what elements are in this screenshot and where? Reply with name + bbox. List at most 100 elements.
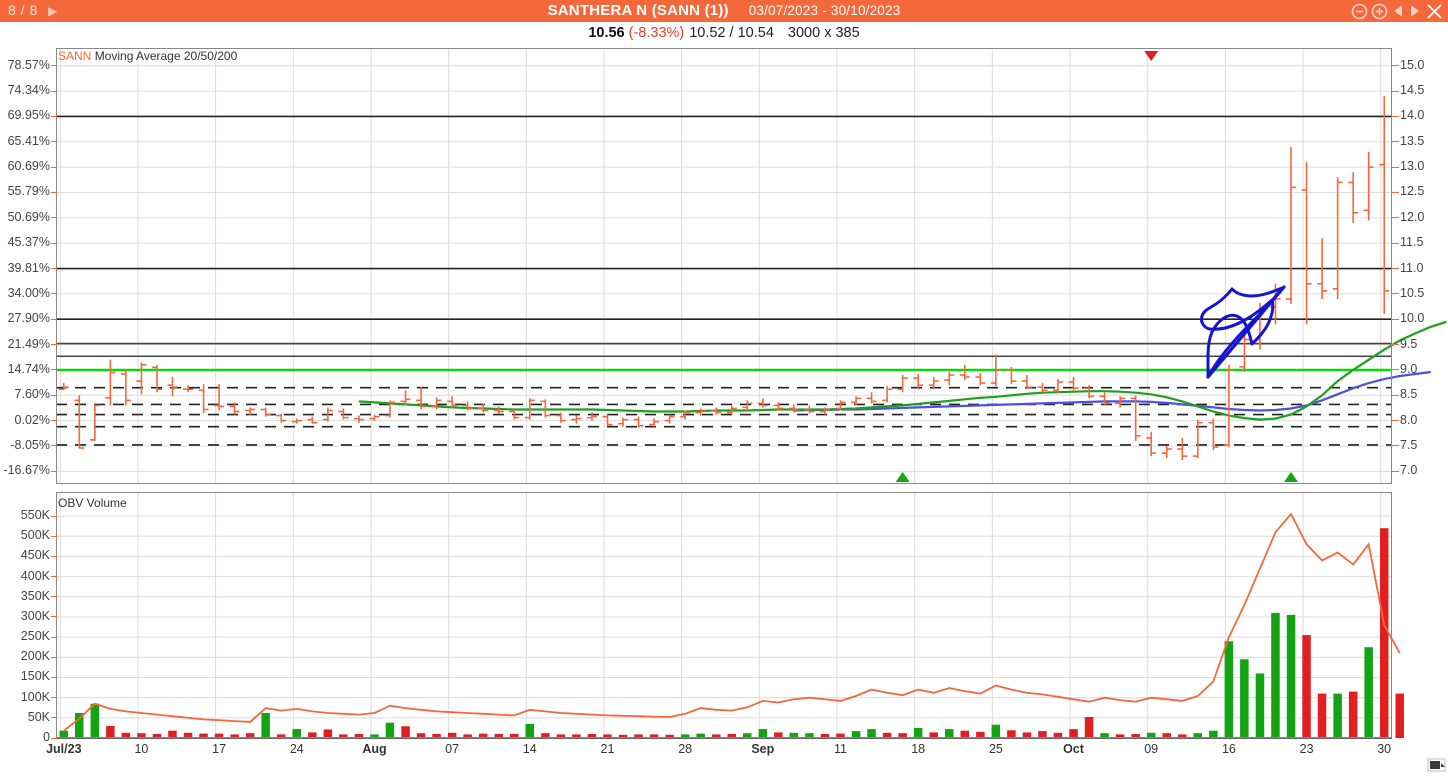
ohlc-bar[interactable] [431, 397, 442, 410]
ohlc-bar[interactable] [245, 407, 256, 416]
ohlc-bar[interactable] [1115, 396, 1126, 408]
ohlc-bar[interactable] [695, 408, 706, 416]
volume-bar[interactable] [1395, 693, 1405, 738]
volume-bar[interactable] [416, 733, 426, 738]
ohlc-bar[interactable] [602, 414, 613, 426]
volume-bar[interactable] [106, 725, 115, 738]
ohlc-bar[interactable] [944, 371, 955, 386]
ohlc-bar[interactable] [307, 416, 318, 424]
ohlc-bar[interactable] [618, 417, 629, 427]
volume-bar[interactable] [1380, 528, 1389, 738]
volume-bar[interactable] [1100, 733, 1109, 738]
ohlc-bar[interactable] [291, 418, 302, 424]
volume-bar[interactable] [541, 733, 550, 738]
ohlc-bar[interactable] [633, 416, 644, 428]
ohlc-bar[interactable] [649, 418, 660, 427]
ohlc-bar[interactable] [1348, 172, 1359, 223]
volume-bar[interactable] [805, 733, 814, 738]
ohlc-bar[interactable] [493, 406, 504, 414]
volume-bar[interactable] [649, 734, 659, 738]
ohlc-bar[interactable] [151, 364, 162, 393]
ohlc-bar[interactable] [136, 362, 147, 395]
ohlc-bar[interactable] [540, 399, 551, 418]
ohlc-bar[interactable] [897, 375, 908, 393]
volume-bar[interactable] [494, 734, 504, 738]
volume-bar[interactable] [1209, 730, 1218, 738]
ohlc-bar[interactable] [1301, 162, 1312, 325]
volume-bar[interactable] [308, 732, 317, 738]
volume-bar[interactable] [90, 703, 100, 738]
ohlc-bar[interactable] [183, 385, 194, 393]
price-chart-canvas[interactable] [0, 44, 1448, 490]
ohlc-bar[interactable] [478, 403, 489, 413]
volume-bar[interactable] [1364, 647, 1373, 738]
ohlc-bar[interactable] [586, 412, 597, 421]
volume-bar[interactable] [913, 727, 923, 738]
volume-bar[interactable] [1333, 693, 1342, 738]
volume-bar[interactable] [292, 729, 302, 738]
volume-chart-panel[interactable]: OBV Volume 550K 500K 450K 400K 350K 300K 250K 2… [0, 492, 1448, 750]
ohlc-bar[interactable] [1068, 377, 1079, 391]
volume-bar[interactable] [743, 733, 752, 738]
ohlc-bar[interactable] [167, 377, 178, 397]
ohlc-bar[interactable] [928, 377, 939, 390]
prev-icon[interactable] [1391, 3, 1405, 19]
volume-bar[interactable] [712, 734, 721, 738]
ohlc-bar[interactable] [1084, 385, 1095, 399]
volume-bar[interactable] [261, 713, 270, 738]
ohlc-bar[interactable] [804, 405, 815, 414]
ohlc-bar[interactable] [229, 402, 240, 415]
ohlc-bar[interactable] [1146, 431, 1157, 457]
ohlc-bar[interactable] [1223, 364, 1234, 447]
ohlc-bar[interactable] [400, 390, 411, 406]
volume-bar[interactable] [277, 734, 286, 738]
price-chart-panel[interactable]: SANN Moving Average 20/50/200 78.57% 74.3… [0, 44, 1448, 490]
volume-bar[interactable] [478, 733, 488, 738]
volume-bar[interactable] [774, 732, 783, 738]
volume-bar[interactable] [214, 733, 224, 738]
volume-bar[interactable] [836, 733, 845, 738]
ohlc-bar[interactable] [1021, 375, 1032, 390]
volume-bar[interactable] [618, 734, 628, 738]
ohlc-bar[interactable] [1006, 366, 1017, 385]
ohlc-bar[interactable] [58, 383, 69, 391]
volume-bar[interactable] [1317, 693, 1327, 738]
volume-bar[interactable] [1038, 731, 1047, 738]
volume-chart-canvas[interactable] [0, 492, 1448, 750]
volume-bar[interactable] [463, 734, 472, 738]
ohlc-bar[interactable] [260, 407, 271, 417]
volume-bar[interactable] [882, 732, 892, 738]
volume-bar[interactable] [59, 730, 69, 738]
volume-bar[interactable] [168, 730, 177, 738]
ohlc-bar[interactable] [680, 410, 691, 420]
volume-bar[interactable] [587, 734, 597, 738]
volume-bar[interactable] [1193, 733, 1203, 738]
volume-bar[interactable] [789, 732, 799, 738]
ohlc-bar[interactable] [742, 400, 753, 411]
volume-bar[interactable] [432, 734, 441, 738]
volume-bar[interactable] [1240, 659, 1249, 738]
zoom-out-icon[interactable] [1351, 3, 1368, 20]
ohlc-bar[interactable] [353, 415, 364, 423]
page-indicator[interactable]: 8 / 8 ▶ [8, 2, 58, 18]
volume-bar[interactable] [339, 734, 348, 738]
ohlc-bar[interactable] [959, 364, 970, 381]
ohlc-bar[interactable] [711, 407, 722, 415]
ohlc-bar[interactable] [664, 414, 675, 424]
close-icon[interactable] [1425, 2, 1444, 21]
ohlc-bar[interactable] [369, 414, 380, 421]
ohlc-bar[interactable] [1379, 96, 1390, 315]
volume-bar[interactable] [121, 732, 131, 738]
ohlc-bar[interactable] [757, 398, 768, 408]
volume-bar[interactable] [1178, 734, 1187, 738]
ohlc-bar[interactable] [509, 409, 520, 420]
volume-bar[interactable] [1302, 635, 1311, 738]
volume-bar[interactable] [447, 732, 457, 738]
volume-bar[interactable] [976, 731, 985, 738]
volume-bar[interactable] [1053, 732, 1063, 738]
volume-bar[interactable] [1022, 732, 1032, 738]
volume-bar[interactable] [1286, 614, 1296, 738]
ohlc-bar[interactable] [385, 400, 395, 418]
volume-bar[interactable] [960, 730, 970, 738]
resize-grip-icon[interactable] [1420, 758, 1446, 772]
